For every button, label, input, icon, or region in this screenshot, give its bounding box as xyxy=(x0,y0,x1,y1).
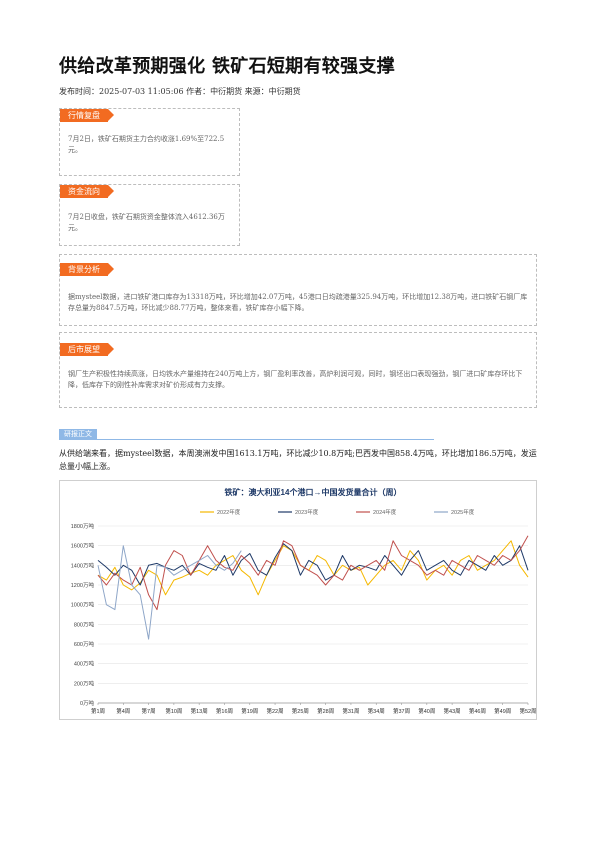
x-tick-label: 第31周 xyxy=(342,707,359,715)
x-tick-label: 第7周 xyxy=(142,707,156,715)
y-tick-label: 1800万吨 xyxy=(71,522,95,530)
y-tick-label: 1000万吨 xyxy=(71,601,95,609)
y-tick-label: 600万吨 xyxy=(74,640,95,648)
x-tick-label: 第43周 xyxy=(444,707,461,715)
legend-label: 2023年度 xyxy=(295,508,319,516)
y-tick-label: 200万吨 xyxy=(74,679,95,687)
x-tick-label: 第34周 xyxy=(368,707,385,715)
x-tick-label: 第1周 xyxy=(91,707,105,715)
page-title: 供给改革预期强化 铁矿石短期有较强支撑 xyxy=(59,56,395,77)
x-tick-label: 第4周 xyxy=(116,707,130,715)
outlook-text: 钢厂生产积极性持续高涨，日均铁水产量维持在240万吨上方，钢厂盈利率改善，高炉利… xyxy=(68,370,523,389)
y-tick-label: 400万吨 xyxy=(74,660,95,668)
chart-frame: 铁矿：澳大利亚14个港口→中国发货量合计（周） 2022年度 2023年度 2024年… xyxy=(59,480,537,720)
tag-market-review: 行情复盘 xyxy=(60,109,114,122)
series-line-1 xyxy=(97,540,529,596)
market-review-text: 7月2日，铁矿石期货主力合约收涨1.69%至722.5元。 xyxy=(68,135,225,154)
x-tick-label: 第52周 xyxy=(519,707,536,715)
x-tick-label: 第25周 xyxy=(292,707,309,715)
section-market-review: 行情复盘 7月2日，铁矿石期货主力合约收涨1.69%至722.5元。 xyxy=(59,108,240,176)
series-line-4 xyxy=(97,545,242,640)
y-tick-label: 0万吨 xyxy=(80,699,95,707)
tag-outlook: 后市展望 xyxy=(60,343,114,356)
x-tick-label: 第10周 xyxy=(165,707,182,715)
section-background: 背景分析 据mysteel数据，进口铁矿港口库存为13318万吨，环比增加42.… xyxy=(59,254,537,326)
x-tick-label: 第46周 xyxy=(469,707,486,715)
legend-label: 2025年度 xyxy=(451,508,475,516)
chart-title: 铁矿：澳大利亚14个港口→中国发货量合计（周） xyxy=(225,487,402,497)
legend-label: 2022年度 xyxy=(217,508,241,516)
tag-background: 背景分析 xyxy=(60,263,114,276)
x-tick-label: 第28周 xyxy=(317,707,334,715)
series-line-3 xyxy=(97,535,529,611)
x-tick-label: 第16周 xyxy=(216,707,233,715)
y-tick-label: 800万吨 xyxy=(74,620,95,628)
tag-capital-flow: 资金流向 xyxy=(60,185,114,198)
shipment-line-chart: 铁矿：澳大利亚14个港口→中国发货量合计（周） 2022年度 2023年度 2024年… xyxy=(71,487,537,715)
capital-flow-text: 7月2日收盘，铁矿石期货资金整体流入4612.36万元。 xyxy=(68,213,225,232)
x-tick-label: 第13周 xyxy=(191,707,208,715)
y-tick-label: 1200万吨 xyxy=(71,581,95,589)
y-tick-label: 1400万吨 xyxy=(71,561,95,569)
research-paragraph: 从供给端来看，据mysteel数据，本周澳洲发中国1613.1万吨，环比减少10… xyxy=(59,449,537,471)
x-tick-label: 第22周 xyxy=(266,707,283,715)
section-outlook: 后市展望 钢厂生产积极性持续高涨，日均铁水产量维持在240万吨上方，钢厂盈利率改… xyxy=(59,332,537,408)
article-meta: 发布时间：2025-07-03 11:05:06 作者：中衍期货 来源：中衍期货 xyxy=(59,87,301,96)
x-tick-label: 第49周 xyxy=(494,707,511,715)
series-line-2 xyxy=(97,543,529,586)
x-tick-label: 第19周 xyxy=(241,707,258,715)
y-tick-label: 1600万吨 xyxy=(71,542,95,550)
x-tick-label: 第40周 xyxy=(418,707,435,715)
section-capital-flow: 资金流向 7月2日收盘，铁矿石期货资金整体流入4612.36万元。 xyxy=(59,184,240,246)
research-divider xyxy=(59,439,434,440)
legend-label: 2024年度 xyxy=(373,508,397,516)
x-tick-label: 第37周 xyxy=(393,707,410,715)
tag-research: 研报正文 xyxy=(59,429,97,440)
background-text: 据mysteel数据，进口铁矿港口库存为13318万吨，环比增加42.07万吨，… xyxy=(68,293,528,312)
